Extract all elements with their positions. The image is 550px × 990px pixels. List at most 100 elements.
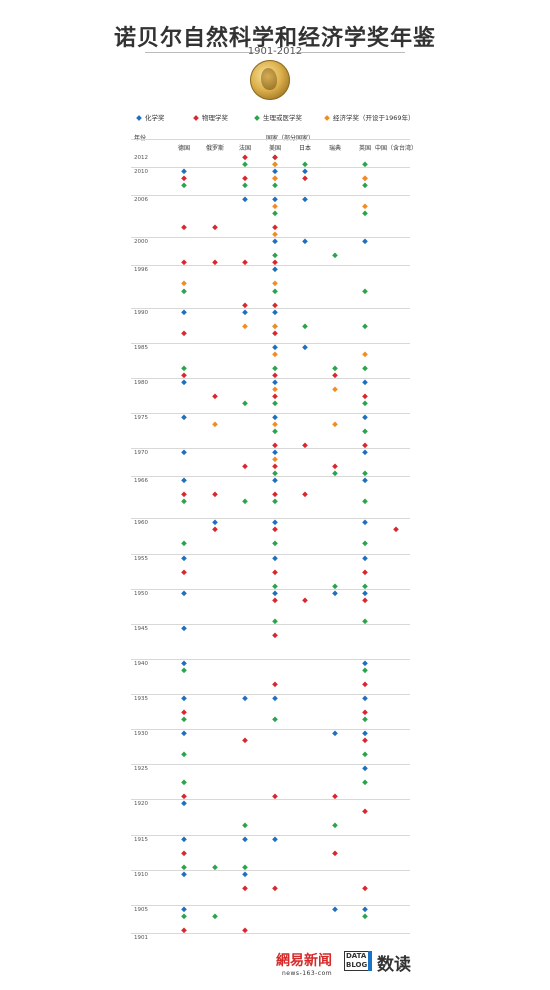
- chart-subtitle: 1901-2012: [247, 46, 303, 57]
- chart-title: 诺贝尔自然科学和经济学奖年鉴: [113, 26, 436, 51]
- prize-marker: [181, 871, 187, 877]
- prize-marker: [362, 210, 368, 216]
- prize-marker: [362, 695, 368, 701]
- prize-marker: [181, 498, 187, 504]
- prize-marker: [181, 709, 187, 715]
- prize-marker: [362, 323, 368, 329]
- prize-marker: [272, 288, 278, 293]
- prize-marker: [181, 625, 187, 631]
- prize-marker: [302, 161, 308, 167]
- prize-marker: [242, 302, 248, 308]
- prize-marker: [181, 779, 187, 785]
- prize-marker: [181, 850, 187, 856]
- prize-marker: [272, 344, 278, 350]
- prize-marker: [362, 730, 368, 736]
- prize-marker: [332, 793, 338, 799]
- prize-marker: [242, 463, 248, 469]
- prize-marker: [362, 379, 368, 385]
- prize-marker: [272, 695, 278, 701]
- prize-marker: [362, 182, 368, 188]
- year-tick-label: 1925: [134, 766, 148, 773]
- prize-marker: [272, 196, 278, 202]
- prize-marker: [272, 372, 278, 378]
- prize-marker: [362, 765, 368, 771]
- prize-marker: [272, 885, 278, 891]
- year-gridline: [131, 265, 410, 267]
- prize-marker: [362, 351, 368, 357]
- year-gridline: [131, 377, 410, 379]
- prize-marker: [272, 259, 278, 265]
- prize-marker: [272, 477, 278, 483]
- year-tick-label: 1910: [134, 871, 148, 878]
- prize-marker: [272, 252, 278, 258]
- year-tick-label: 1901: [134, 935, 148, 941]
- prize-marker: [272, 330, 278, 336]
- prize-marker: [272, 555, 278, 561]
- prize-marker: [181, 365, 187, 371]
- year-tick-label: 1975: [134, 415, 148, 421]
- prize-marker: [272, 463, 278, 469]
- prize-marker: [272, 470, 278, 476]
- year-gridline: [131, 694, 410, 696]
- prize-marker: [362, 583, 368, 589]
- prize-marker: [362, 238, 368, 244]
- prize-marker: [272, 498, 278, 504]
- prize-marker: [181, 716, 187, 722]
- prize-marker: [272, 203, 278, 209]
- year-tick-label: 1905: [134, 906, 148, 913]
- prize-marker: [212, 519, 218, 525]
- country-header: 德国: [177, 145, 191, 152]
- prize-marker: [272, 266, 278, 272]
- datablog-accent-bar: [368, 951, 372, 971]
- year-tick-label: 1950: [134, 590, 148, 597]
- prize-marker: [332, 470, 338, 476]
- prize-marker: [212, 913, 218, 919]
- prize-marker: [242, 871, 248, 877]
- prize-marker: [272, 168, 278, 174]
- prize-marker: [272, 238, 278, 244]
- prize-marker: [242, 309, 248, 315]
- prize-marker: [272, 618, 278, 624]
- prize-marker: [272, 590, 278, 596]
- year-tick-label: 1935: [134, 696, 148, 703]
- prize-marker: [272, 231, 278, 237]
- prize-marker: [302, 323, 308, 329]
- prize-marker: [272, 210, 278, 216]
- year-gridline: [131, 448, 410, 450]
- year-tick-label: 1990: [134, 309, 148, 316]
- prize-marker: [242, 695, 248, 701]
- prize-marker: [362, 449, 368, 455]
- prize-marker: [332, 365, 338, 371]
- year-tick-label: 1985: [134, 344, 148, 351]
- prize-marker: [181, 836, 187, 842]
- prize-marker: [181, 730, 187, 736]
- year-tick-label: 1930: [134, 731, 148, 738]
- prize-marker: [272, 386, 278, 392]
- prize-marker: [272, 154, 278, 160]
- prize-marker: [332, 463, 338, 469]
- prize-marker: [242, 836, 248, 842]
- prize-marker: [362, 737, 368, 743]
- prize-marker: [272, 281, 278, 286]
- prize-marker: [181, 660, 187, 666]
- year-gridline: [131, 764, 410, 766]
- prize-marker: [181, 449, 187, 455]
- prize-marker: [362, 590, 368, 596]
- prize-marker: [302, 175, 308, 181]
- year-tick-label: 1970: [134, 450, 148, 457]
- prize-marker: [332, 822, 338, 828]
- prize-marker: [212, 259, 218, 265]
- year-tick-label: 2012: [134, 155, 148, 161]
- prize-marker: [362, 618, 368, 624]
- prize-marker: [181, 288, 187, 293]
- prize-marker: [362, 400, 368, 406]
- subtitle-rule-left: [145, 52, 255, 53]
- country-group-label: 国家（部分国家）: [250, 133, 330, 142]
- prize-marker: [362, 477, 368, 483]
- prize-marker: [242, 196, 248, 202]
- prize-marker: [362, 709, 368, 715]
- prize-marker: [272, 526, 278, 532]
- prize-marker: [181, 913, 187, 919]
- year-gridline: [131, 167, 410, 169]
- prize-marker: [362, 541, 368, 546]
